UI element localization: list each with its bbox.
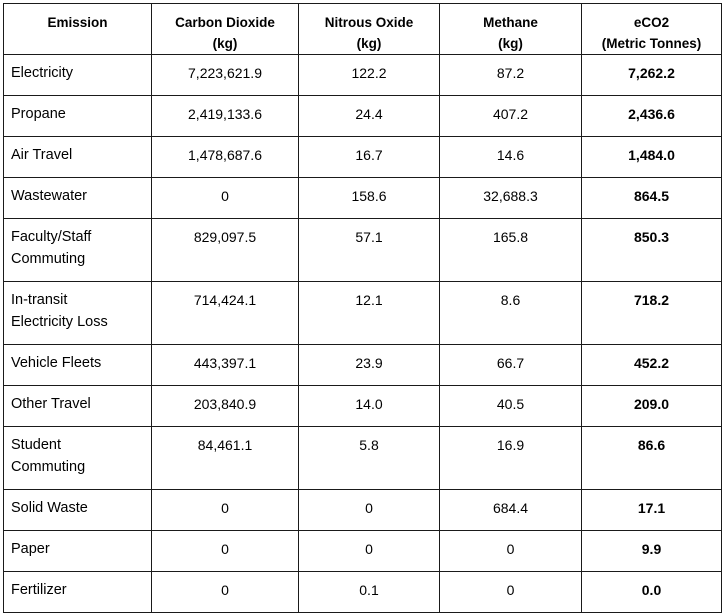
cell-eco2: 850.3 [581, 218, 722, 282]
cell-methane: 16.9 [439, 426, 582, 490]
cell-nitrous-oxide: 0 [298, 530, 440, 572]
cell-nitrous-oxide: 5.8 [298, 426, 440, 490]
cell-nitrous-oxide: 14.0 [298, 385, 440, 427]
cell-eco2: 718.2 [581, 281, 722, 345]
cell-nitrous-oxide: 0 [298, 489, 440, 531]
emissions-table-container: Emission Carbon Dioxide (kg) Nitrous Oxi… [3, 3, 722, 613]
cell-nitrous-oxide: 23.9 [298, 344, 440, 386]
cell-methane: 66.7 [439, 344, 582, 386]
header-emission: Emission [3, 3, 152, 55]
table-row: Faculty/Staff Commuting 829,097.5 57.1 165.8… [3, 218, 722, 282]
cell-emission: Electricity [3, 54, 152, 96]
emissions-table: Emission Carbon Dioxide (kg) Nitrous Oxi… [3, 3, 722, 613]
cell-methane: 14.6 [439, 136, 582, 178]
cell-carbon-dioxide: 0 [151, 571, 299, 613]
table-row: Student Commuting 84,461.1 5.8 16.9 86.6 [3, 426, 722, 490]
table-row: Wastewater 0 158.6 32,688.3 864.5 [3, 177, 722, 219]
cell-methane: 407.2 [439, 95, 582, 137]
cell-emission: Paper [3, 530, 152, 572]
cell-nitrous-oxide: 12.1 [298, 281, 440, 345]
cell-eco2: 17.1 [581, 489, 722, 531]
cell-emission: Student Commuting [3, 426, 152, 490]
cell-eco2: 86.6 [581, 426, 722, 490]
cell-nitrous-oxide: 158.6 [298, 177, 440, 219]
cell-eco2: 864.5 [581, 177, 722, 219]
table-body: Electricity 7,223,621.9 122.2 87.2 7,262.2 Pr… [3, 54, 722, 613]
table-row: Propane 2,419,133.6 24.4 407.2 2,436.6 [3, 95, 722, 137]
cell-methane: 8.6 [439, 281, 582, 345]
cell-eco2: 9.9 [581, 530, 722, 572]
table-row: In-transit Electricity Loss 714,424.1 12.1 8… [3, 281, 722, 345]
cell-methane: 32,688.3 [439, 177, 582, 219]
cell-emission: Wastewater [3, 177, 152, 219]
table-row: Vehicle Fleets 443,397.1 23.9 66.7 452.2 [3, 344, 722, 386]
cell-methane: 0 [439, 571, 582, 613]
cell-nitrous-oxide: 0.1 [298, 571, 440, 613]
cell-methane: 40.5 [439, 385, 582, 427]
table-header-row: Emission Carbon Dioxide (kg) Nitrous Oxi… [3, 3, 722, 55]
cell-emission: Vehicle Fleets [3, 344, 152, 386]
header-eco2: eCO2 (Metric Tonnes) [581, 3, 722, 55]
cell-carbon-dioxide: 2,419,133.6 [151, 95, 299, 137]
cell-emission: Propane [3, 95, 152, 137]
cell-eco2: 1,484.0 [581, 136, 722, 178]
cell-carbon-dioxide: 829,097.5 [151, 218, 299, 282]
cell-emission: Fertilizer [3, 571, 152, 613]
header-nitrous-oxide: Nitrous Oxide (kg) [298, 3, 440, 55]
cell-emission: Air Travel [3, 136, 152, 178]
cell-methane: 0 [439, 530, 582, 572]
cell-emission: Faculty/Staff Commuting [3, 218, 152, 282]
cell-methane: 87.2 [439, 54, 582, 96]
cell-eco2: 7,262.2 [581, 54, 722, 96]
cell-emission: In-transit Electricity Loss [3, 281, 152, 345]
table-row: Electricity 7,223,621.9 122.2 87.2 7,262.2 [3, 54, 722, 96]
cell-carbon-dioxide: 714,424.1 [151, 281, 299, 345]
cell-carbon-dioxide: 443,397.1 [151, 344, 299, 386]
cell-carbon-dioxide: 7,223,621.9 [151, 54, 299, 96]
table-row: Solid Waste 0 0 684.4 17.1 [3, 489, 722, 531]
cell-nitrous-oxide: 16.7 [298, 136, 440, 178]
table-row: Fertilizer 0 0.1 0 0.0 [3, 571, 722, 613]
cell-eco2: 0.0 [581, 571, 722, 613]
table-row: Other Travel 203,840.9 14.0 40.5 209.0 [3, 385, 722, 427]
cell-nitrous-oxide: 122.2 [298, 54, 440, 96]
table-row: Air Travel 1,478,687.6 16.7 14.6 1,484.0 [3, 136, 722, 178]
cell-emission: Solid Waste [3, 489, 152, 531]
cell-emission: Other Travel [3, 385, 152, 427]
cell-carbon-dioxide: 203,840.9 [151, 385, 299, 427]
table-row: Paper 0 0 0 9.9 [3, 530, 722, 572]
cell-carbon-dioxide: 1,478,687.6 [151, 136, 299, 178]
cell-eco2: 209.0 [581, 385, 722, 427]
cell-eco2: 452.2 [581, 344, 722, 386]
cell-methane: 684.4 [439, 489, 582, 531]
cell-nitrous-oxide: 57.1 [298, 218, 440, 282]
cell-carbon-dioxide: 84,461.1 [151, 426, 299, 490]
cell-nitrous-oxide: 24.4 [298, 95, 440, 137]
cell-eco2: 2,436.6 [581, 95, 722, 137]
cell-carbon-dioxide: 0 [151, 530, 299, 572]
header-methane: Methane (kg) [439, 3, 582, 55]
cell-methane: 165.8 [439, 218, 582, 282]
cell-carbon-dioxide: 0 [151, 177, 299, 219]
cell-carbon-dioxide: 0 [151, 489, 299, 531]
header-carbon-dioxide: Carbon Dioxide (kg) [151, 3, 299, 55]
